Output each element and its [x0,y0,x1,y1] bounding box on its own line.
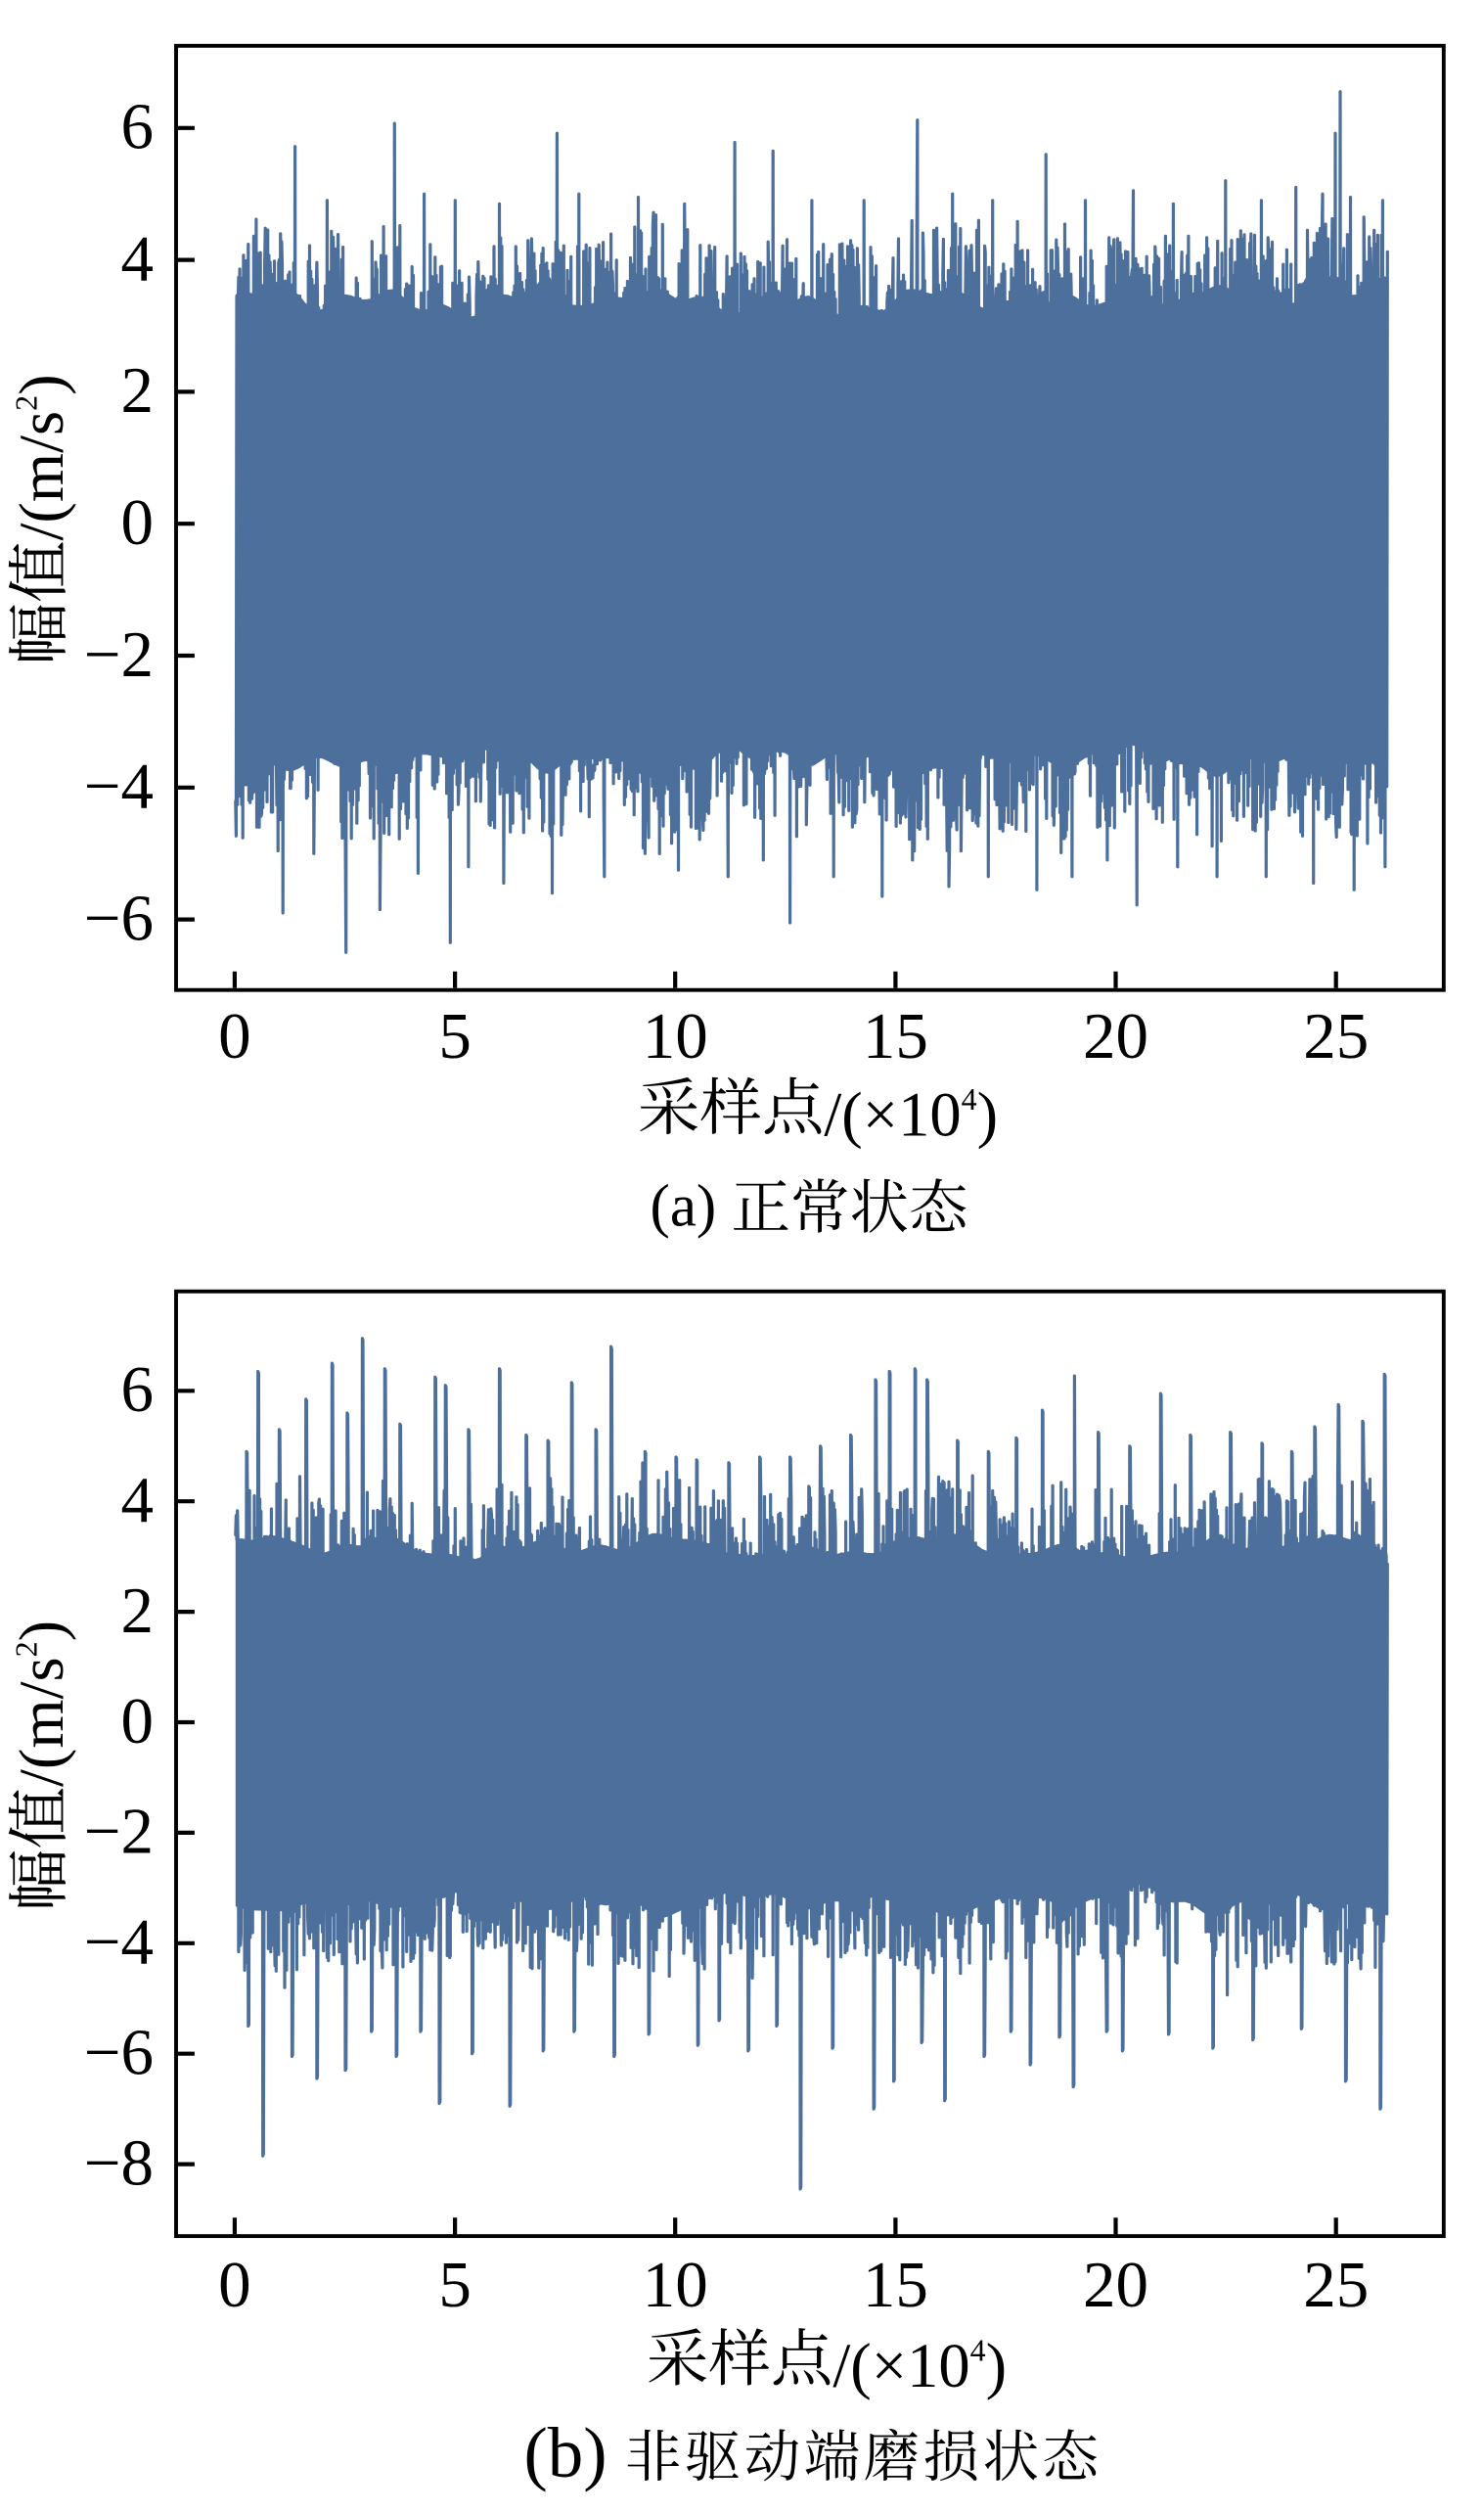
svg-text:4: 4 [121,222,155,295]
svg-text:0: 0 [218,2249,251,2321]
svg-text:6: 6 [121,91,155,163]
svg-text:2: 2 [121,354,155,427]
svg-text:): ) [986,2331,1007,2400]
svg-text:15: 15 [863,1000,928,1072]
svg-text:−6: −6 [84,2017,154,2089]
svg-text:0: 0 [121,1685,155,1757]
svg-text:2: 2 [9,1641,44,1657]
svg-text:10: 10 [643,1000,708,1072]
svg-text:(b): (b) [524,2413,607,2492]
svg-text:10: 10 [643,2249,708,2321]
svg-text:2: 2 [121,1574,155,1647]
svg-text:/(m/s: /(m/s [7,411,76,541]
svg-text:−8: −8 [84,2126,154,2199]
svg-text:5: 5 [438,2249,472,2321]
svg-text:): ) [7,1620,76,1641]
svg-text:20: 20 [1083,1000,1148,1072]
svg-text:25: 25 [1303,1000,1369,1072]
svg-text:2: 2 [9,395,44,411]
svg-text:−6: −6 [84,882,154,954]
svg-text:5: 5 [438,1000,472,1072]
svg-text:25: 25 [1303,2249,1369,2321]
svg-text:4: 4 [970,2333,986,2368]
svg-text:−2: −2 [84,618,154,691]
svg-text:20: 20 [1083,2249,1148,2321]
svg-text:−4: −4 [84,1906,154,1979]
svg-text:/(m/s: /(m/s [7,1657,76,1787]
svg-text:−2: −2 [84,1796,154,1868]
svg-text:): ) [977,1080,998,1150]
svg-text:4: 4 [962,1081,977,1117]
svg-text:0: 0 [218,1000,251,1072]
svg-text:0: 0 [121,486,155,559]
svg-text:(a): (a) [651,1174,717,1240]
svg-text:4: 4 [121,1464,155,1536]
svg-text:15: 15 [863,2249,928,2321]
svg-text:/(×10: /(×10 [832,2331,969,2400]
svg-text:6: 6 [121,1353,155,1426]
svg-text:): ) [7,374,76,394]
svg-text:/(×10: /(×10 [824,1080,961,1150]
svg-text:−4: −4 [84,751,154,823]
